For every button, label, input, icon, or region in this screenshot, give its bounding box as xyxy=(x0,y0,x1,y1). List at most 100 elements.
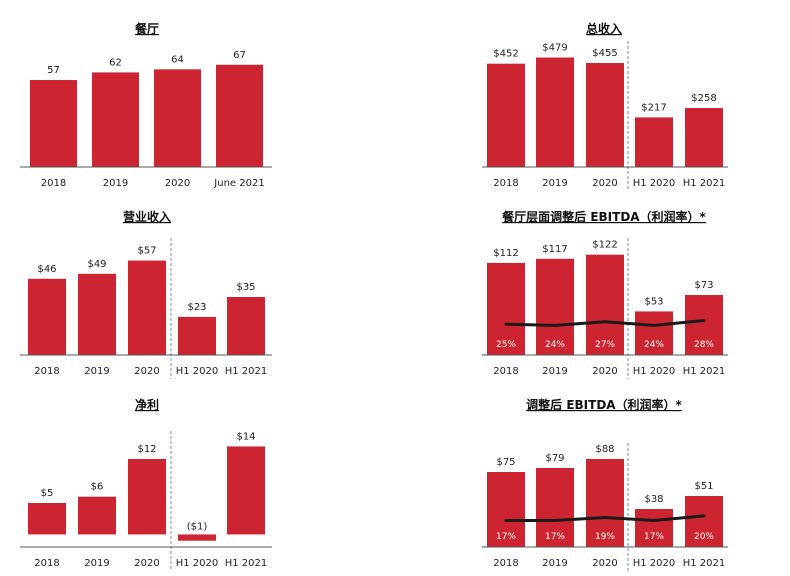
value-label: $14 xyxy=(236,431,255,442)
bar xyxy=(536,468,574,547)
value-label: $5 xyxy=(41,488,54,499)
category-label: H1 2021 xyxy=(683,178,726,189)
bar xyxy=(216,64,263,167)
value-label: $258 xyxy=(691,93,716,104)
bar xyxy=(227,446,265,535)
bar xyxy=(78,273,116,355)
category-label: H1 2021 xyxy=(225,558,268,569)
margin-label: 27% xyxy=(595,340,615,350)
category-label: H1 2021 xyxy=(683,366,726,377)
value-label: $217 xyxy=(641,102,666,113)
category-label: 2019 xyxy=(542,558,567,569)
value-label: 62 xyxy=(109,57,122,68)
category-label: 2020 xyxy=(592,366,617,377)
category-label: 2020 xyxy=(592,558,617,569)
category-label: 2018 xyxy=(41,178,66,189)
chart-title: 餐厅层面调整后 EBITDA（利润率）* xyxy=(502,209,706,224)
chart-title: 餐厅 xyxy=(135,21,159,36)
value-label: $122 xyxy=(592,240,617,251)
category-label: H1 2020 xyxy=(633,558,676,569)
bar xyxy=(227,297,265,355)
bar xyxy=(635,117,673,167)
category-label: 2019 xyxy=(84,558,109,569)
chart-3: 营业收入 $46 2018 $49 2019 $57 2020 $23 H1 2020 $35 H1… xyxy=(20,209,272,379)
value-label: $35 xyxy=(236,282,255,293)
chart-4: 餐厅层面调整后 EBITDA（利润率）* $112 2018 $117 2019 $122… xyxy=(482,209,728,379)
bar xyxy=(128,260,166,355)
chart-1: 餐厅 57 2018 62 2019 64 2020 67 June 2021 xyxy=(20,21,272,189)
chart-5: 净利 $5 2018 $6 2019 $12 2020 ($1) H1 2020 $14 H1 20… xyxy=(20,397,272,571)
margin-label: 25% xyxy=(496,340,516,350)
category-label: 2018 xyxy=(493,558,518,569)
value-label: 67 xyxy=(233,50,246,61)
value-label: $38 xyxy=(644,494,663,505)
category-label: 2020 xyxy=(134,366,159,377)
margin-label: 17% xyxy=(644,532,664,542)
value-label: $23 xyxy=(187,302,206,313)
margin-label: 19% xyxy=(595,532,615,542)
margin-line xyxy=(504,514,706,523)
bar xyxy=(487,262,525,355)
bar xyxy=(28,503,66,535)
bar xyxy=(178,316,216,355)
chart-6: 调整后 EBITDA（利润率）* $75 2018 $79 2019 $88 2020 $38… xyxy=(482,397,728,571)
bar xyxy=(685,496,723,547)
category-label: 2018 xyxy=(34,366,59,377)
bar xyxy=(92,72,139,167)
value-label: $51 xyxy=(694,481,713,492)
value-label: $75 xyxy=(496,457,515,468)
value-label: $117 xyxy=(542,244,567,255)
value-label: $6 xyxy=(91,482,104,493)
category-label: 2019 xyxy=(542,366,567,377)
value-label: $73 xyxy=(694,280,713,291)
bar xyxy=(635,311,673,355)
category-label: 2020 xyxy=(592,178,617,189)
bar xyxy=(685,294,723,355)
value-label: $57 xyxy=(137,246,156,257)
bar xyxy=(536,258,574,355)
value-label: $49 xyxy=(87,259,106,270)
bar xyxy=(154,69,201,167)
category-label: 2020 xyxy=(134,558,159,569)
category-label: H1 2021 xyxy=(683,558,726,569)
chart-title: 总收入 xyxy=(586,21,622,36)
margin-label: 24% xyxy=(644,340,664,350)
bar xyxy=(30,80,77,167)
bar xyxy=(487,472,525,547)
value-label: $455 xyxy=(592,48,617,59)
margin-label: 24% xyxy=(545,340,565,350)
value-label: $88 xyxy=(595,444,614,455)
value-label: $452 xyxy=(493,49,518,60)
chart-title: 营业收入 xyxy=(123,209,171,224)
margin-line xyxy=(504,318,706,327)
category-label: 2019 xyxy=(103,178,128,189)
bar xyxy=(487,63,525,167)
bar xyxy=(178,534,216,541)
value-label: $479 xyxy=(542,43,567,54)
category-label: 2019 xyxy=(542,178,567,189)
bar xyxy=(28,278,66,355)
value-label: $12 xyxy=(137,444,156,455)
value-label: $79 xyxy=(545,453,564,464)
margin-label: 17% xyxy=(496,532,516,542)
category-label: 2018 xyxy=(34,558,59,569)
category-label: 2018 xyxy=(493,178,518,189)
chart-2: 总收入 $452 2018 $479 2019 $455 2020 $217 H1 2020 $2… xyxy=(482,21,728,191)
bar xyxy=(586,254,624,355)
category-label: June 2021 xyxy=(213,178,264,189)
bar xyxy=(635,509,673,547)
chart-title: 净利 xyxy=(135,397,159,412)
bar xyxy=(685,108,723,167)
value-label: ($1) xyxy=(187,521,208,532)
value-label: 57 xyxy=(47,65,60,76)
category-label: 2020 xyxy=(165,178,190,189)
chart-title: 调整后 EBITDA（利润率）* xyxy=(526,397,682,412)
bar xyxy=(536,57,574,168)
bar xyxy=(586,63,624,167)
margin-label: 17% xyxy=(545,532,565,542)
value-label: $53 xyxy=(644,296,663,307)
category-label: H1 2020 xyxy=(633,366,676,377)
value-label: $112 xyxy=(493,248,518,259)
bar xyxy=(78,496,116,535)
